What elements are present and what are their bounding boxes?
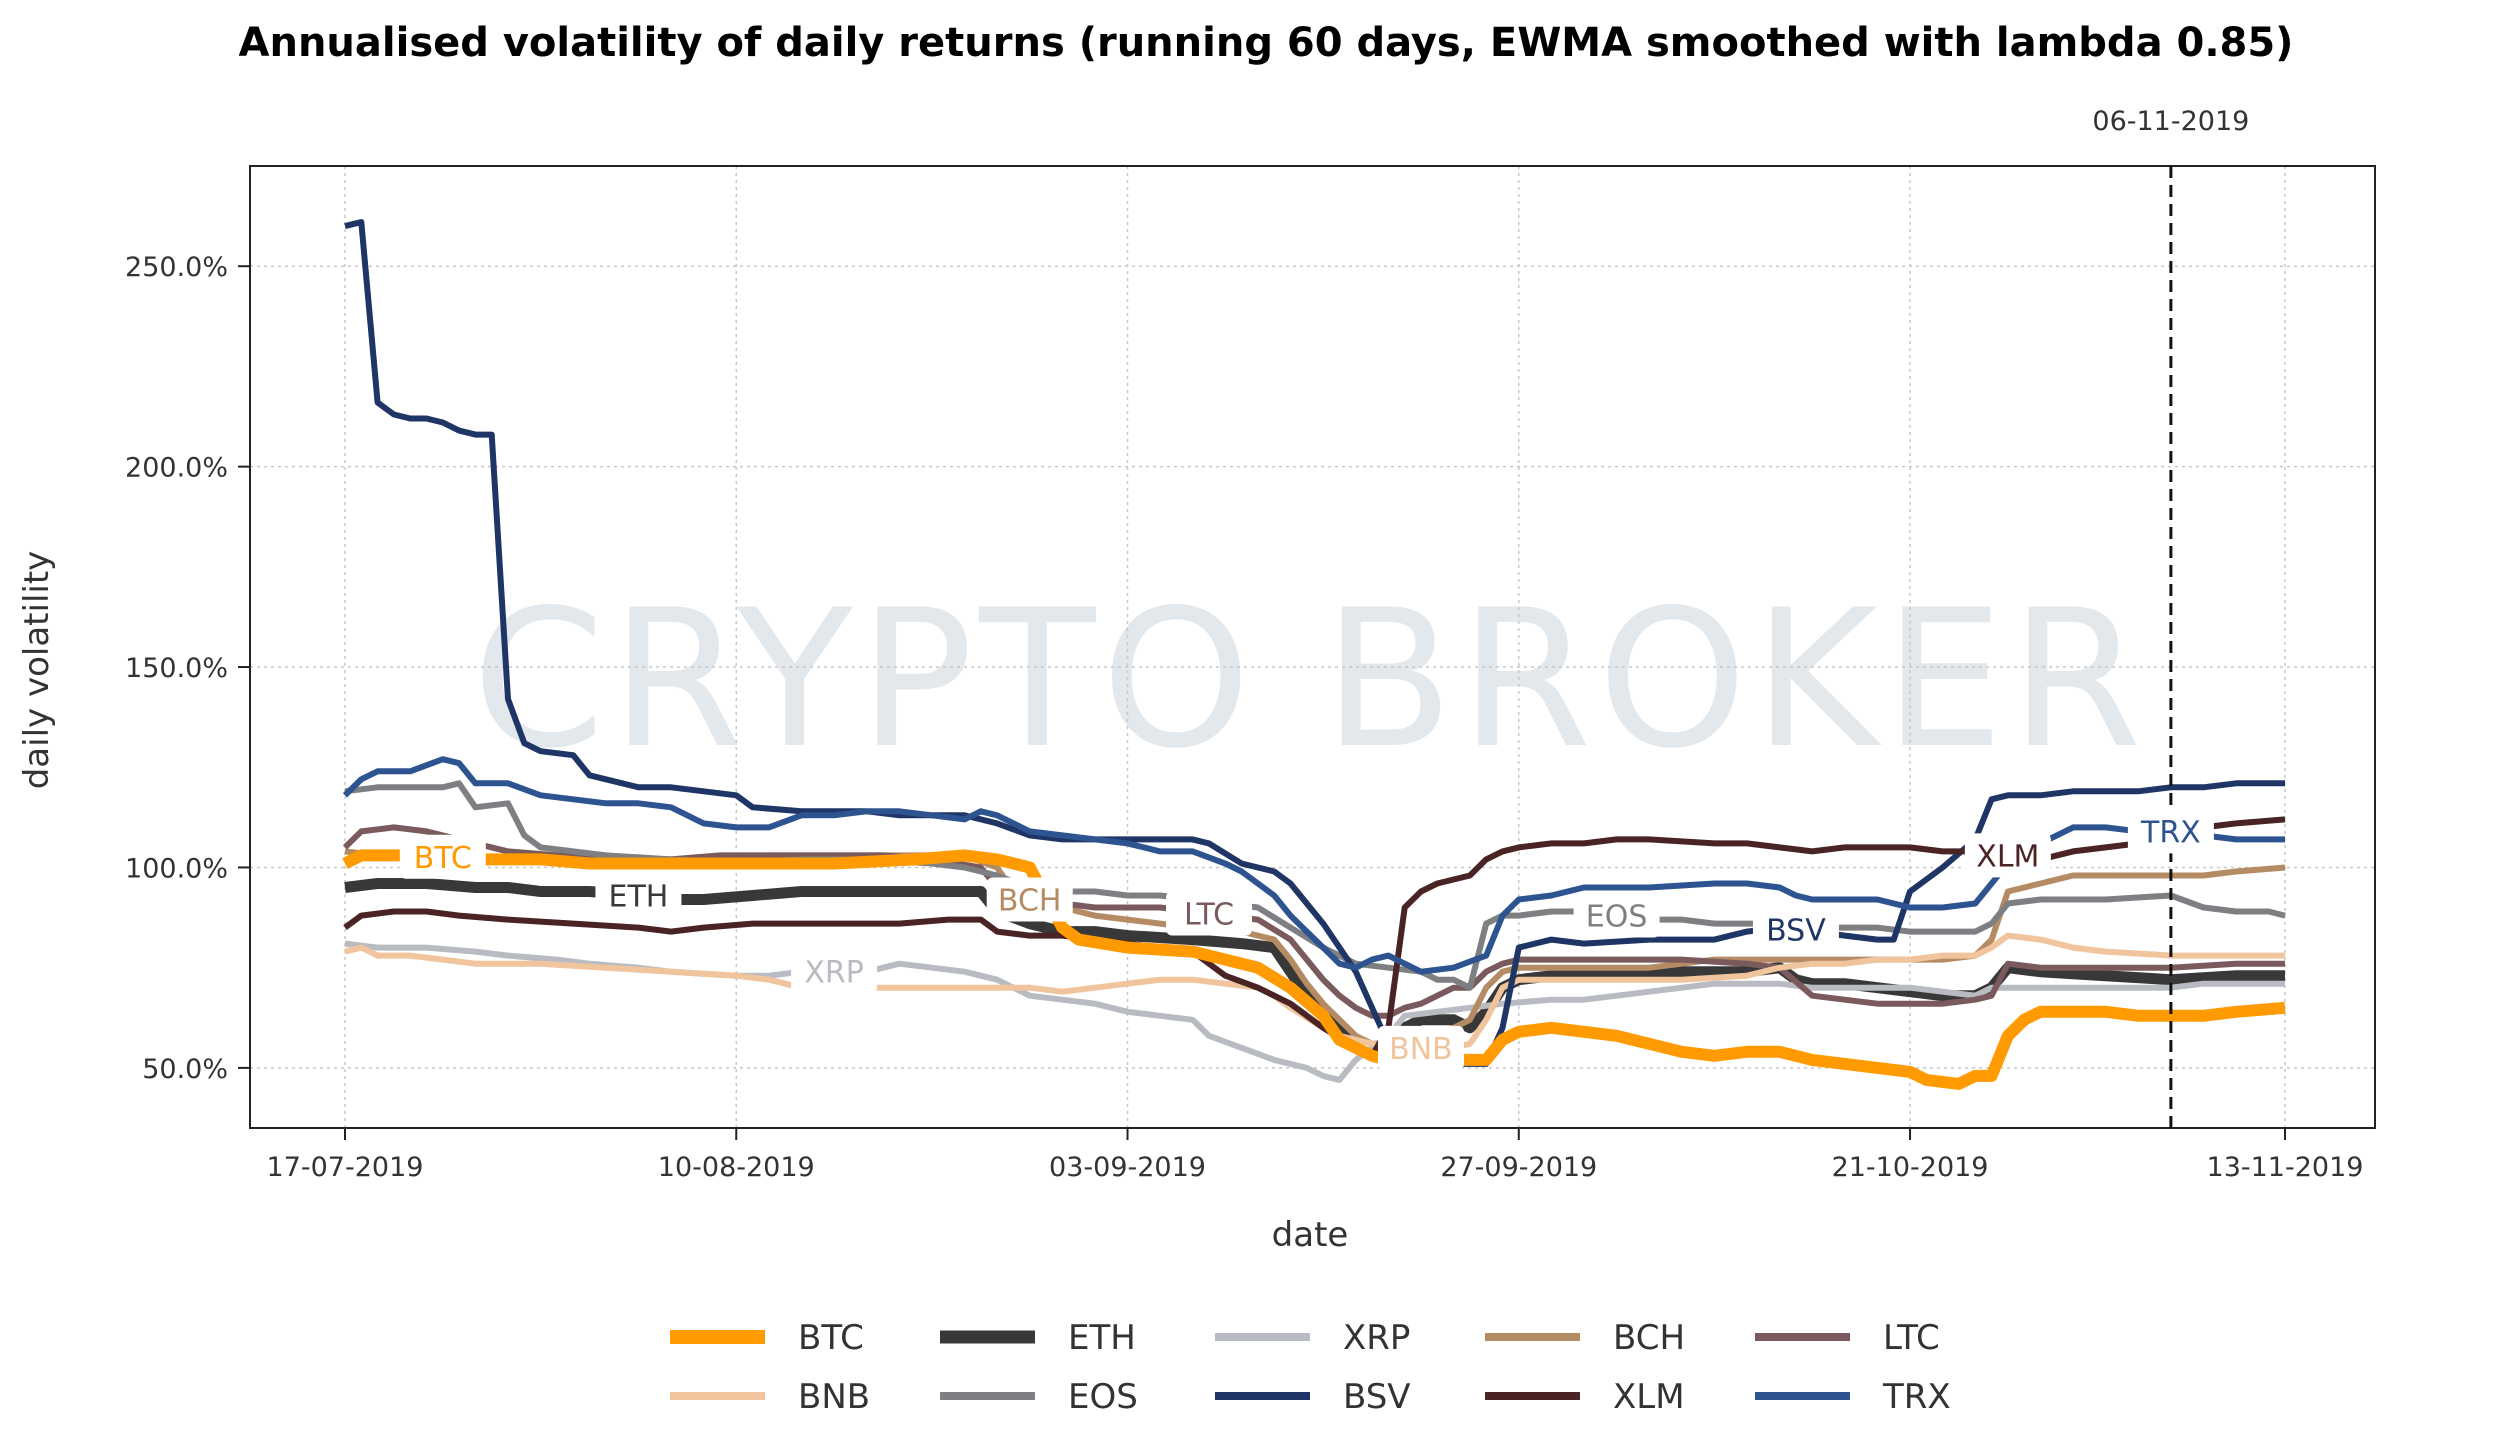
y-tick-label: 100.0%	[125, 853, 228, 884]
inline-label-btc: BTC	[414, 841, 472, 876]
series-line-xlm	[343, 816, 2286, 1059]
legend-label-eos: EOS	[1068, 1377, 1138, 1417]
legend-item-trx[interactable]: TRX	[1755, 1377, 1951, 1417]
inline-label-bg-xlm	[1964, 833, 2051, 878]
x-tick-label: 03-09-2019	[1049, 1152, 1206, 1183]
inline-label-bsv: BSV	[1766, 914, 1826, 949]
inline-label-xrp: XRP	[804, 956, 864, 991]
legend-item-bnb[interactable]: BNB	[670, 1377, 870, 1417]
y-tick-label: 200.0%	[125, 453, 228, 484]
legend-label-bch: BCH	[1613, 1318, 1685, 1358]
inline-label-bg-btc	[399, 834, 486, 879]
x-tick-label: 27-09-2019	[1440, 1152, 1597, 1183]
x-tick-label: 21-10-2019	[1832, 1152, 1989, 1183]
legend-label-ltc: LTC	[1883, 1318, 1940, 1358]
inline-label-xlm: XLM	[1976, 839, 2039, 874]
legend-item-bch[interactable]: BCH	[1485, 1318, 1685, 1358]
legend-item-ltc[interactable]: LTC	[1755, 1318, 1940, 1358]
inline-label-eos: EOS	[1586, 900, 1648, 935]
legend-item-xlm[interactable]: XLM	[1485, 1377, 1685, 1417]
legend-item-btc[interactable]: BTC	[670, 1318, 864, 1358]
inline-label-bch: BCH	[998, 884, 1062, 919]
series-line-eos	[344, 780, 2286, 991]
x-tick-label: 17-07-2019	[267, 1152, 424, 1183]
inline-label-ltc: LTC	[1184, 898, 1234, 933]
inline-label-trx: TRX	[2140, 815, 2201, 850]
y-tick-label: 50.0%	[142, 1054, 228, 1085]
legend-item-eth[interactable]: ETH	[940, 1318, 1136, 1358]
chart-title: Annualised volatility of daily returns (…	[239, 20, 2294, 66]
y-tick-label: 250.0%	[125, 252, 228, 283]
series-line-btc	[342, 849, 2286, 1090]
series-line-bsv	[344, 219, 2285, 1067]
legend-item-xrp[interactable]: XRP	[1215, 1318, 1410, 1358]
inline-label-bg-xrp	[791, 949, 878, 994]
series-line-trx	[342, 756, 2285, 975]
x-tick-label: 13-11-2019	[2207, 1152, 2364, 1183]
legend-label-bnb: BNB	[798, 1377, 870, 1417]
inline-label-bg-ltc	[1166, 891, 1253, 936]
inline-label-eth: ETH	[609, 880, 669, 915]
legend-label-bsv: BSV	[1343, 1377, 1411, 1417]
inline-label-bg-eos	[1573, 893, 1660, 938]
legend-item-eos[interactable]: EOS	[940, 1377, 1138, 1417]
event-vline-label: 06-11-2019	[2092, 106, 2249, 137]
inline-label-bnb: BNB	[1389, 1032, 1453, 1067]
y-tick-label: 150.0%	[125, 653, 228, 684]
legend-label-eth: ETH	[1068, 1318, 1136, 1358]
inline-label-bg-trx	[2127, 809, 2214, 854]
inline-label-bg-bsv	[1752, 907, 1839, 952]
legend-item-bsv[interactable]: BSV	[1215, 1377, 1411, 1417]
series-line-ltc	[342, 824, 2285, 1019]
inline-label-bg-bch	[986, 877, 1073, 922]
plot-frame	[249, 165, 2376, 1129]
legend-label-trx: TRX	[1882, 1377, 1951, 1417]
legend-label-xrp: XRP	[1343, 1318, 1410, 1358]
legend-label-xlm: XLM	[1613, 1377, 1685, 1417]
y-axis-label: daily volatility	[17, 551, 57, 790]
inline-label-bg-bnb	[1377, 1025, 1464, 1070]
legend-label-btc: BTC	[798, 1318, 864, 1358]
x-axis-label: date	[1272, 1215, 1349, 1255]
inline-label-bg-eth	[595, 873, 682, 918]
x-tick-label: 10-08-2019	[658, 1152, 815, 1183]
watermark-text: CRYPTO BROKER	[472, 569, 2148, 790]
